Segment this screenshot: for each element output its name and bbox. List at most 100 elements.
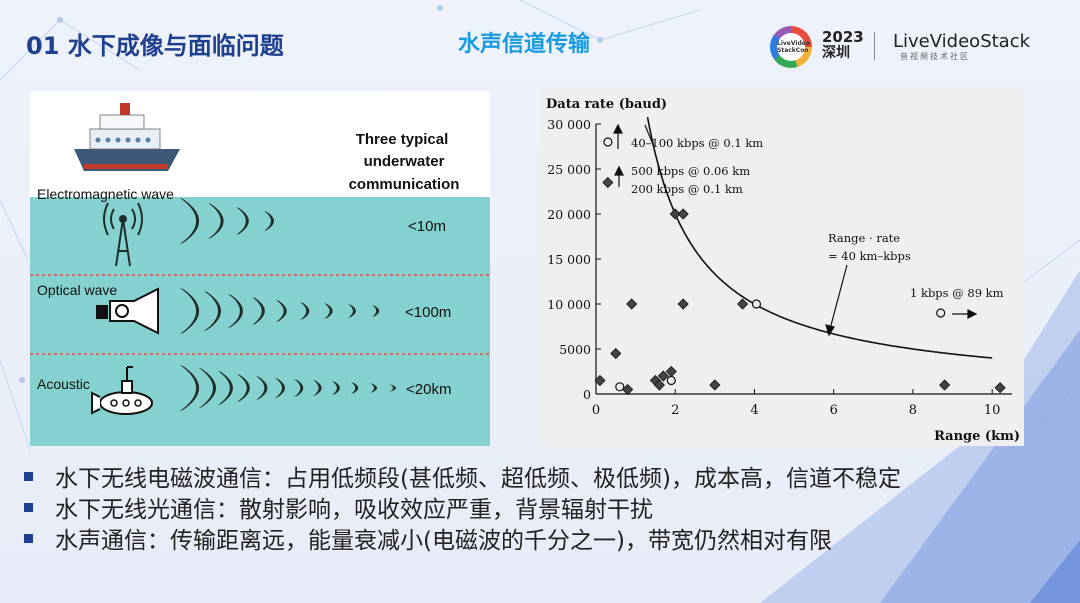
bullet-marker bbox=[24, 534, 33, 543]
logo-city: 深圳 bbox=[822, 45, 850, 61]
wave-arc bbox=[236, 207, 249, 235]
data-point-diamond bbox=[677, 208, 689, 220]
data-point-circle bbox=[603, 137, 613, 147]
data-point-diamond bbox=[594, 374, 606, 387]
data-point-diamond bbox=[737, 298, 749, 310]
y-tick-label: 25 000 bbox=[547, 162, 591, 177]
wave-arc bbox=[348, 304, 356, 318]
row-label-acoustic: Acoustic bbox=[37, 376, 90, 392]
wave-arc bbox=[275, 378, 285, 398]
wave-arc bbox=[332, 381, 340, 395]
bullet-list: 水下无线电磁波通信：占用低频段(甚低频、超低频、极低频)，成本高，信道不稳定 水… bbox=[24, 464, 901, 557]
data-point-diamond bbox=[994, 382, 1006, 394]
flashlight-icon bbox=[96, 287, 159, 335]
data-point-circle bbox=[666, 375, 676, 386]
logo-divider bbox=[874, 32, 875, 60]
x-tick-label: 6 bbox=[830, 403, 838, 418]
ship-icon bbox=[74, 103, 180, 171]
y-tick-label: 15 000 bbox=[547, 252, 591, 267]
data-rate-chart: Data rate (baud) Range (km) 0 5000 10 000 1… bbox=[542, 89, 1024, 446]
data-point-diamond bbox=[626, 298, 638, 310]
x-tick-label: 8 bbox=[909, 403, 917, 418]
wave-arc bbox=[208, 203, 224, 239]
bullet-item: 水下无线电磁波通信：占用低频段(甚低频、超低频、极低频)，成本高，信道不稳定 bbox=[24, 464, 901, 495]
brand-subtitle: 音视频技术社区 bbox=[900, 52, 970, 61]
row-label-optical: Optical wave bbox=[37, 282, 117, 298]
wave-arc bbox=[180, 365, 200, 411]
livevideostackcon-logo: LiveVideo StackCon bbox=[770, 26, 812, 68]
chart-annotations: 40–100 kbps @ 0.1 km 500 kbps @ 0.06 km … bbox=[631, 136, 1004, 300]
range-rate-curve bbox=[646, 116, 993, 359]
chart-axes: 0 5000 10 000 15 000 20 000 25 000 30 000 0 2 4 6 8… bbox=[547, 117, 1012, 418]
communication-diagram: Three typical underwater communication E… bbox=[30, 91, 490, 446]
annotation-40-100kbps: 40–100 kbps @ 0.1 km bbox=[631, 136, 763, 150]
bullet-item: 水声通信：传输距离远，能量衰减小(电磁波的千分之一)，带宽仍然相对有限 bbox=[24, 526, 901, 557]
x-tick-label: 10 bbox=[984, 403, 1001, 418]
brand-name: LiveVideoStack bbox=[893, 31, 1031, 52]
diagram-heading-line: communication bbox=[349, 176, 460, 193]
wave-arc bbox=[252, 297, 265, 325]
bullet-marker bbox=[24, 503, 33, 512]
data-point-circle bbox=[936, 308, 946, 318]
x-tick-label: 0 bbox=[592, 403, 600, 418]
section-title: 水声信道传输 bbox=[458, 32, 591, 57]
logo-year: 2023 bbox=[822, 28, 864, 46]
wave-arc bbox=[180, 198, 200, 244]
antenna-icon bbox=[103, 202, 143, 267]
y-tick-label: 30 000 bbox=[547, 117, 591, 132]
wave-arc bbox=[389, 384, 396, 392]
x-tick-label: 2 bbox=[671, 403, 679, 418]
wave-arc bbox=[300, 302, 310, 320]
bullet-marker bbox=[24, 472, 33, 481]
submarine-icon bbox=[91, 366, 153, 415]
wave-arc bbox=[372, 305, 380, 317]
bullet-text: 水声通信：传输距离远，能量衰减小(电磁波的千分之一)，带宽仍然相对有限 bbox=[55, 528, 832, 554]
range-electromagnetic: <10m bbox=[408, 218, 446, 235]
wave-arc bbox=[204, 291, 221, 331]
bullet-item: 水下无线光通信：散射影响，吸收效应严重，背景辐射干扰 bbox=[24, 495, 901, 526]
wave-arc bbox=[228, 294, 243, 328]
data-point-diamond bbox=[669, 208, 681, 220]
annotation-1kbps: 1 kbps @ 89 km bbox=[910, 286, 1004, 300]
range-optical: <100m bbox=[405, 304, 451, 321]
y-axis-label: Data rate (baud) bbox=[546, 97, 667, 112]
wave-arc bbox=[276, 300, 287, 322]
data-point-diamond bbox=[709, 379, 721, 391]
chart-points bbox=[594, 137, 1006, 396]
data-point-diamond bbox=[653, 379, 665, 391]
x-axis-label: Range (km) bbox=[934, 429, 1020, 444]
wave-arc bbox=[294, 379, 304, 397]
wave-arc bbox=[351, 382, 359, 394]
bullet-text: 水下无线电磁波通信：占用低频段(甚低频、超低频、极低频)，成本高，信道不稳定 bbox=[55, 466, 901, 492]
data-point-diamond bbox=[939, 379, 951, 391]
data-point-diamond bbox=[610, 347, 622, 360]
wave-arc bbox=[199, 368, 216, 408]
diagram-heading-line: Three typical bbox=[356, 131, 449, 148]
annotation-500kbps: 500 kbps @ 0.06 km bbox=[631, 164, 750, 178]
row-label-electromagnetic: Electromagnetic wave bbox=[37, 186, 174, 202]
y-tick-label: 10 000 bbox=[547, 297, 591, 312]
wave-arc bbox=[264, 211, 274, 231]
wave-arcs bbox=[180, 198, 396, 411]
wave-arc bbox=[370, 383, 377, 393]
slide-title: 01 水下成像与面临问题 bbox=[26, 32, 284, 60]
wave-arc bbox=[237, 374, 250, 402]
data-rate-chart-svg: Data rate (baud) Range (km) 0 5000 10 000 1… bbox=[546, 97, 1020, 444]
annotation-200kbps: 200 kbps @ 0.1 km bbox=[631, 182, 743, 196]
annotation-arrows bbox=[613, 123, 978, 337]
range-acoustic: <20km bbox=[406, 381, 451, 398]
data-point-circle bbox=[751, 299, 762, 309]
data-point-diamond bbox=[602, 176, 614, 189]
curve-line bbox=[646, 116, 993, 359]
diagram-heading-line: underwater bbox=[364, 153, 445, 170]
wave-arc bbox=[218, 371, 233, 405]
data-point-diamond bbox=[622, 383, 634, 396]
communication-diagram-svg: Three typical underwater communication E… bbox=[30, 103, 490, 446]
wave-arc bbox=[180, 288, 200, 334]
data-point-diamond bbox=[657, 370, 669, 382]
y-tick-label: 20 000 bbox=[547, 207, 591, 222]
data-point-diamond bbox=[677, 298, 689, 310]
data-point-circle bbox=[615, 382, 625, 392]
annotation-range-rate-value: = 40 km–kbps bbox=[828, 249, 911, 263]
logo-ring-text: LiveVideo StackCon bbox=[777, 33, 810, 61]
